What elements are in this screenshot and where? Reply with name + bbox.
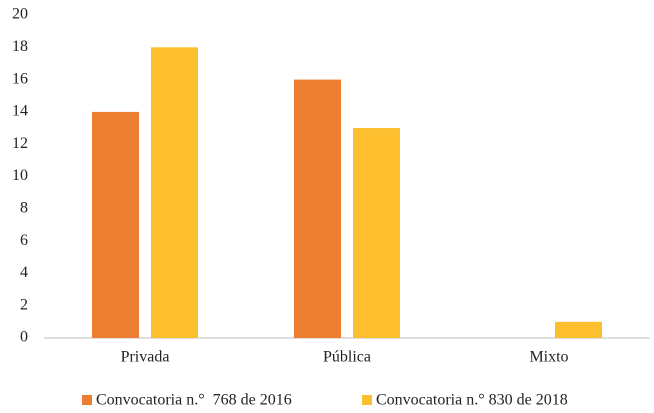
legend-label: Convocatoria n.° 768 de 2016: [96, 392, 292, 409]
x-tick-label: Pública: [323, 349, 371, 366]
legend-swatch: [82, 395, 92, 405]
y-tick-label: 8: [20, 199, 28, 216]
bar: [92, 111, 139, 339]
y-tick-label: 12: [12, 135, 28, 152]
bar: [294, 79, 341, 338]
bar: [555, 321, 602, 338]
legend-swatch: [362, 395, 372, 405]
y-tick-label: 16: [12, 70, 28, 87]
y-tick-label: 4: [20, 264, 28, 281]
y-tick-label: 2: [20, 296, 28, 313]
y-tick-label: 14: [12, 103, 28, 120]
y-tick-label: 0: [20, 329, 28, 346]
bar: [151, 47, 198, 339]
y-tick-label: 10: [12, 167, 28, 184]
y-tick-label: 18: [12, 38, 28, 55]
x-tick-label: Privada: [121, 349, 170, 366]
y-tick-label: 6: [20, 232, 28, 249]
y-tick-label: 20: [12, 6, 28, 23]
bar: [353, 128, 400, 338]
legend-label: Convocatoria n.° 830 de 2018: [376, 392, 568, 409]
x-tick-label: Mixto: [529, 349, 568, 366]
